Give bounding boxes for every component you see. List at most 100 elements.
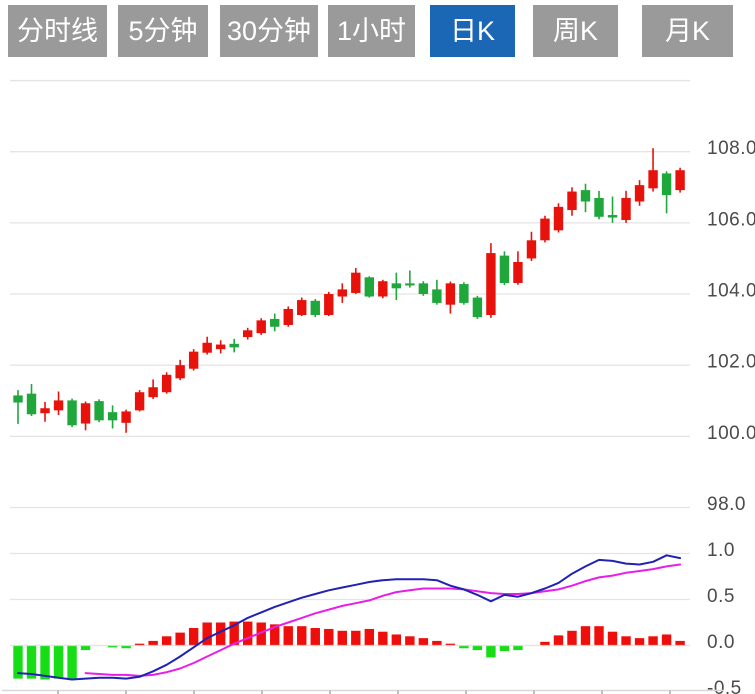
- macd-bar-positive: [175, 632, 185, 646]
- macd-bar-positive: [553, 635, 564, 646]
- macd-axis-label: 0.0: [707, 632, 735, 653]
- macd-bar-positive: [270, 624, 280, 646]
- macd-bar-negative: [53, 645, 64, 679]
- candle-up: [540, 218, 550, 241]
- candle-up: [648, 170, 658, 189]
- candle-down: [364, 277, 375, 297]
- candle-up: [337, 289, 347, 297]
- interval-toolbar: 分时线 5分钟 30分钟 1小时 日K 周K 月K: [0, 5, 733, 57]
- price-axis-label: 104.0: [707, 281, 755, 302]
- tab-30min[interactable]: 30分钟: [220, 5, 318, 57]
- tab-monthly-k[interactable]: 月K: [642, 5, 733, 57]
- candle-down: [270, 318, 280, 327]
- candle-up: [513, 261, 523, 283]
- macd-bar-positive: [202, 622, 212, 646]
- macd-bar-negative: [472, 645, 483, 651]
- tab-1hour[interactable]: 1小时: [328, 5, 415, 57]
- macd-bar-positive: [405, 636, 415, 646]
- macd-bar-positive: [351, 630, 361, 646]
- candle-up: [283, 308, 293, 325]
- candle-up: [215, 344, 226, 350]
- macd-bar-negative: [499, 645, 510, 652]
- price-axis-label: 102.0: [707, 352, 755, 373]
- candle-up: [486, 253, 496, 316]
- macd-bar-positive: [215, 622, 226, 646]
- candle-down: [94, 401, 104, 421]
- macd-bar-negative: [459, 645, 469, 649]
- candle-down: [391, 283, 402, 289]
- candle-up: [121, 411, 131, 423]
- tab-minute-line[interactable]: 分时线: [8, 5, 107, 57]
- macd-bar-negative: [486, 645, 496, 658]
- candle-down: [26, 393, 37, 415]
- macd-bar-positive: [634, 638, 645, 646]
- candle-up: [445, 283, 456, 305]
- macd-bar-negative: [67, 645, 77, 679]
- candle-down: [594, 197, 604, 217]
- candle-up: [553, 206, 564, 231]
- macd-bar-negative: [121, 645, 131, 649]
- candle-down: [472, 297, 483, 318]
- candle-up: [324, 294, 334, 316]
- macd-bar-positive: [364, 628, 375, 646]
- price-axis-label: 106.0: [707, 209, 755, 230]
- candle-up: [351, 272, 361, 293]
- candle-up: [297, 300, 307, 316]
- candle-up: [175, 365, 185, 379]
- macd-axis-label: 0.5: [707, 586, 735, 607]
- macd-bar-positive: [188, 628, 199, 646]
- macd-bar-negative: [40, 645, 50, 680]
- candle-down: [405, 283, 415, 286]
- macd-bar-positive: [675, 640, 685, 646]
- candle-down: [432, 289, 442, 303]
- candle-down: [67, 400, 77, 426]
- macd-bar-positive: [229, 621, 239, 646]
- candle-down: [499, 255, 510, 283]
- macd-bar-positive: [324, 628, 334, 646]
- candle-up: [202, 342, 212, 353]
- candle-up: [526, 240, 537, 259]
- candle-up: [161, 374, 172, 393]
- price-axis-label: 100.0: [707, 423, 755, 444]
- candle-up: [567, 191, 577, 211]
- macd-bar-positive: [161, 636, 172, 646]
- candle-up: [256, 320, 266, 334]
- macd-bar-positive: [134, 643, 145, 646]
- macd-bar-positive: [378, 631, 388, 646]
- macd-axis-label: 1.0: [707, 540, 735, 561]
- macd-bar-positive: [310, 628, 320, 646]
- candle-up: [621, 197, 631, 221]
- tab-daily-k[interactable]: 日K: [430, 5, 515, 57]
- price-axis-label: 108.0: [707, 138, 755, 159]
- candle-up: [40, 408, 50, 414]
- candle-up: [148, 387, 158, 398]
- tab-5min[interactable]: 5分钟: [118, 5, 208, 57]
- macd-bar-positive: [418, 638, 429, 646]
- dea-line: [84, 563, 682, 677]
- macd-bar-positive: [297, 626, 307, 646]
- candle-up: [80, 403, 91, 424]
- candle-up: [378, 281, 388, 297]
- dif-line: [17, 554, 682, 681]
- macd-axis-label: -0.5: [707, 678, 742, 694]
- candle-down: [13, 395, 23, 403]
- tab-weekly-k[interactable]: 周K: [533, 5, 618, 57]
- candle-up: [188, 351, 199, 369]
- macd-bar-positive: [445, 643, 456, 646]
- candle-up: [53, 400, 64, 411]
- candle-down: [310, 300, 320, 316]
- macd-bar-negative: [26, 645, 37, 679]
- macd-bar-positive: [243, 621, 253, 646]
- candle-down: [580, 190, 591, 202]
- candle-down: [607, 215, 618, 218]
- macd-bar-positive: [621, 636, 631, 646]
- candle-up: [634, 185, 645, 202]
- macd-bar-negative: [80, 645, 91, 651]
- macd-bar-positive: [283, 626, 293, 646]
- candle-up: [134, 392, 145, 411]
- macd-bar-positive: [391, 634, 402, 646]
- macd-bar-positive: [256, 622, 266, 646]
- macd-bar-positive: [648, 636, 658, 646]
